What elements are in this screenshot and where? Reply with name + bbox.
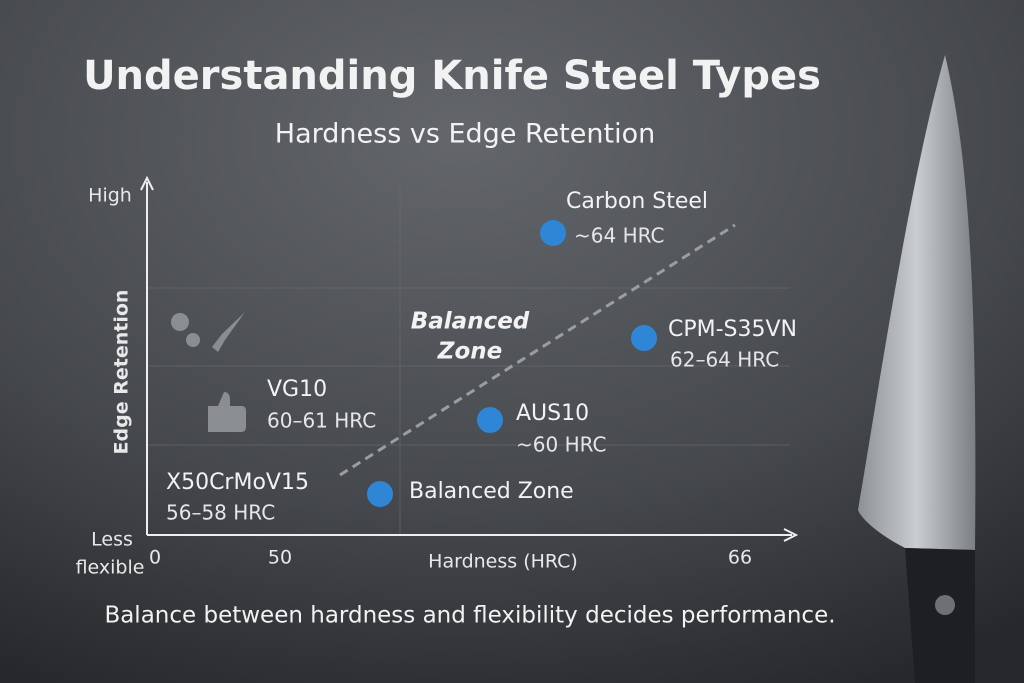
thumb-icon	[208, 392, 246, 432]
point-name: Balanced Zone	[409, 479, 574, 504]
subtitle: Hardness vs Edge Retention	[275, 119, 655, 150]
footer: Balance between hardness and flexibility…	[104, 603, 835, 629]
zone-label: Balanced	[411, 309, 530, 335]
points	[367, 220, 657, 507]
y-top-label: High	[88, 185, 132, 207]
title: Understanding Knife Steel Types	[83, 53, 821, 99]
knife-icon	[212, 312, 245, 352]
point-hardness: ~60 HRC	[516, 433, 606, 457]
x-arrow	[783, 528, 799, 542]
steel-name: X50CrMoV15	[166, 470, 309, 495]
knife-rivet	[935, 595, 955, 615]
x-tick-label: 50	[268, 547, 292, 569]
x-axis-label: Hardness (HRC)	[428, 551, 578, 573]
y-arrow	[140, 175, 154, 191]
point	[367, 481, 393, 507]
point	[631, 325, 657, 351]
axes	[140, 175, 799, 542]
point	[477, 407, 503, 433]
point-name: CPM-S35VN	[668, 317, 797, 342]
point-hardness: 62–64 HRC	[670, 348, 779, 372]
balance-line	[339, 223, 736, 477]
steel-hardness: 60–61 HRC	[267, 409, 376, 433]
steel-name: VG10	[267, 377, 327, 402]
steel-hardness: 56–58 HRC	[166, 501, 275, 525]
y-axis-label: Edge Retention	[111, 290, 133, 455]
icons	[171, 312, 246, 432]
x-tick-label: 0	[149, 547, 161, 569]
point-hardness: ~64 HRC	[574, 224, 664, 248]
y-bottom-label: flexible	[76, 557, 145, 579]
point-name: Carbon Steel	[566, 189, 708, 214]
y-bottom-label: Less	[91, 529, 133, 551]
x-tick-label: 66	[728, 547, 752, 569]
grid	[147, 185, 790, 535]
gear-icon	[186, 333, 200, 347]
point-name: AUS10	[516, 401, 589, 426]
knife-blade	[858, 55, 976, 550]
point	[540, 220, 566, 246]
gear-icon	[171, 313, 189, 331]
knife-handle	[905, 548, 975, 683]
zone-label: Zone	[437, 339, 502, 365]
